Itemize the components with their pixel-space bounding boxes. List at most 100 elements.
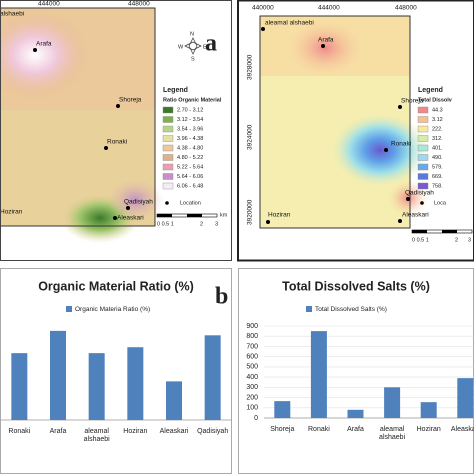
scale-bar xyxy=(412,230,427,233)
legend-subtitle: Total Dissolv xyxy=(418,97,453,103)
x-tick-label: Arafa xyxy=(50,428,67,435)
legend-label: Loca xyxy=(434,200,447,206)
y-tick-label: 800 xyxy=(246,333,258,340)
scale-label: 3 xyxy=(468,237,471,243)
location-dot xyxy=(261,27,265,31)
location-dot xyxy=(33,48,37,52)
coordinate: 448000 xyxy=(395,5,417,12)
compass-label: S xyxy=(191,56,195,62)
legend-swatch xyxy=(417,173,429,180)
map-frame xyxy=(0,7,156,227)
place-label: Shoreja xyxy=(401,98,424,105)
y-tick-label: 0 xyxy=(254,415,258,422)
bar xyxy=(11,353,28,420)
scale-label: 3 xyxy=(215,221,218,227)
place-label: aleamal alshaebi xyxy=(265,20,314,27)
location-dot xyxy=(420,201,424,205)
legend-label: 3.96 - 4.38 xyxy=(177,136,203,142)
legend-swatch xyxy=(417,182,429,190)
legend-label: 490. xyxy=(432,155,443,161)
legend-label: 6.06 - 6.48 xyxy=(177,183,203,189)
scale-unit: km xyxy=(220,212,228,218)
map-zone xyxy=(285,18,365,78)
chart-title: Total Dissolved Salts (%) xyxy=(282,279,430,293)
legend-swatch xyxy=(417,154,429,161)
y-tick-label: 100 xyxy=(246,405,258,412)
coordinate: 3920000 xyxy=(247,199,254,225)
legend-subtitle: Ratio Organic Material xyxy=(163,97,222,103)
legend-label: 579. xyxy=(432,164,443,170)
x-tick-label: Hoziran xyxy=(417,426,441,433)
place-label: Qadisiyah xyxy=(124,199,153,206)
x-tick-label: Aleaskari xyxy=(160,428,189,435)
legend-swatch xyxy=(306,306,312,312)
legend: 2.70 - 3.12 3.12 - 3.54 3.54 - 3.96 3.96 - … xyxy=(162,106,203,190)
panel-frame xyxy=(237,0,474,262)
scale-label: 2 xyxy=(200,221,203,227)
scale-bar xyxy=(157,214,172,217)
legend-swatch xyxy=(162,173,174,180)
bar xyxy=(166,381,182,420)
legend-label: 2.70 - 3.12 xyxy=(177,107,203,113)
location-dot xyxy=(126,206,130,210)
bar xyxy=(274,401,291,418)
place-label: Shoreja xyxy=(119,97,142,104)
legend-swatch xyxy=(417,106,429,114)
location-dot xyxy=(104,146,108,150)
y-tick-label: 900 xyxy=(246,323,258,330)
map-zone xyxy=(330,112,430,188)
scale-bar xyxy=(187,214,202,217)
bar xyxy=(347,409,364,418)
legend-label: Total Dissolved Salts (%) xyxy=(315,306,387,313)
legend-label: 3.12 xyxy=(432,117,443,123)
legend: 44.3 3.12 222. 312. 401. 490. 579. 669. 758. xyxy=(417,106,443,190)
x-tick-label: Ronaki xyxy=(8,428,30,435)
location-dot xyxy=(398,105,402,109)
legend-title: Legend xyxy=(418,87,443,94)
coordinate: 448000 xyxy=(128,1,150,8)
x-tick-label: aleamal alshaebi xyxy=(379,426,406,441)
legend-label: 5.64 - 6.06 xyxy=(177,174,203,180)
x-tick-label: Ronaki xyxy=(308,426,330,433)
x-tick-label: Arafa xyxy=(347,426,364,433)
location-dot xyxy=(398,219,402,223)
place-label: Ronaki xyxy=(391,141,411,148)
legend-swatch xyxy=(162,144,174,152)
legend-label: 3.54 - 3.96 xyxy=(177,126,203,132)
legend-swatch xyxy=(162,135,174,142)
legend-swatch xyxy=(417,144,429,152)
map-zone xyxy=(107,178,163,222)
location-dot xyxy=(321,44,325,48)
place-label: Arafa xyxy=(36,41,52,48)
legend-swatch xyxy=(162,182,174,190)
legend-label: 44.3 xyxy=(432,107,443,113)
scale-bar xyxy=(442,230,457,233)
coordinate: 3924000 xyxy=(247,124,254,150)
legend-swatch xyxy=(66,306,72,312)
legend-label: 222. xyxy=(432,126,443,132)
legend-swatch xyxy=(417,116,429,123)
legend-label: 401. xyxy=(432,145,443,151)
panel-frame xyxy=(238,268,474,474)
place-label: alshaebi xyxy=(0,11,24,18)
legend-swatch xyxy=(162,125,174,133)
map-zone xyxy=(0,10,90,100)
place-label: Aleaskari xyxy=(117,215,144,222)
bar xyxy=(420,402,437,418)
legend-label: Organic Materia Ratio (%) xyxy=(75,306,150,313)
north-arrow: N E W S xyxy=(178,31,207,62)
coordinate: 444000 xyxy=(38,1,60,8)
x-tick-label: Hoziran xyxy=(123,428,147,435)
legend-label: 3.12 - 3.54 xyxy=(177,117,203,123)
legend-swatch xyxy=(162,154,174,161)
bar xyxy=(457,378,474,418)
bar xyxy=(310,331,327,418)
bar xyxy=(50,330,66,420)
panel-frame xyxy=(0,0,232,261)
y-tick-label: 500 xyxy=(246,364,258,371)
bar xyxy=(384,387,401,418)
location-dot xyxy=(384,148,388,152)
y-tick-label: 700 xyxy=(246,343,258,350)
y-tick-label: 200 xyxy=(246,394,258,401)
